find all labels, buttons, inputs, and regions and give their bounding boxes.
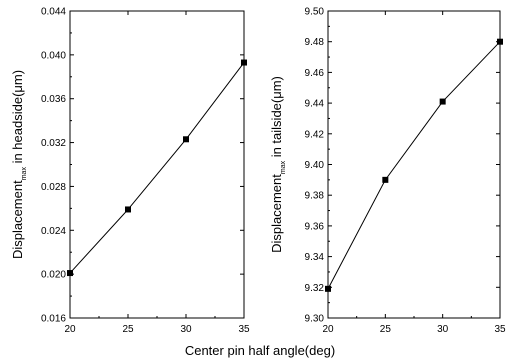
tailside-y-tick-label: 9.40 [305, 160, 325, 171]
tailside-data-point [325, 285, 331, 292]
right-panel-tailside: 9.30 9.32 9.34 9.36 9.38 9.40 9.42 9.44 9.46 9.48… [269, 7, 506, 336]
tailside-y-tick-label: 9.32 [305, 283, 325, 294]
headside-data-point [241, 59, 247, 66]
headside-x-tick-label: 35 [238, 324, 250, 335]
headside-y-tick-label: 0.024 [41, 226, 66, 237]
tailside-plot-frame [327, 10, 501, 319]
tailside-series-line [327, 41, 501, 290]
tailside-x-tick-label: 20 [322, 324, 334, 335]
tailside-data-point [439, 98, 446, 105]
tailside-x-tick-label: 30 [437, 324, 449, 335]
headside-x-tick-label: 30 [180, 324, 192, 335]
headside-y-tick-label: 0.036 [41, 94, 66, 105]
headside-data-point [125, 206, 131, 213]
tailside-x-tick-label: 25 [380, 324, 392, 335]
headside-y-axis-label: Displacementmax in headside(μm) [10, 70, 28, 259]
headside-plot-frame [69, 10, 245, 319]
headside-data-point [183, 136, 189, 143]
shared-x-axis-label: Center pin half angle(deg) [185, 343, 335, 358]
headside-data-point [67, 270, 73, 277]
tailside-data-point [497, 38, 503, 45]
headside-series-line [69, 62, 245, 274]
headside-x-tick-label: 20 [64, 324, 76, 335]
tailside-x-tick-label: 35 [494, 324, 506, 335]
headside-y-tick-label: 0.016 [41, 314, 66, 325]
headside-y-tick-label: 0.032 [41, 138, 66, 149]
tailside-y-tick-label: 9.42 [305, 129, 325, 140]
tailside-y-tick-label: 9.36 [305, 221, 325, 232]
headside-y-tick-label: 0.028 [41, 182, 66, 193]
tailside-y-tick-label: 9.50 [305, 7, 325, 18]
left-panel-headside: 0.016 0.020 0.024 0.028 0.032 0.036 0.040 0.044… [10, 7, 250, 336]
headside-x-tick-label: 25 [122, 324, 134, 335]
headside-y-tick-label: 0.040 [41, 50, 66, 61]
headside-y-tick-label: 0.020 [41, 270, 66, 281]
tailside-data-point [382, 176, 389, 183]
tailside-y-tick-label: 9.48 [305, 37, 325, 48]
tailside-y-axis-label: Displacementmax in tailside(μm) [269, 76, 287, 253]
tailside-y-tick-label: 9.30 [305, 314, 325, 325]
tailside-y-tick-label: 9.38 [305, 191, 325, 202]
tailside-y-tick-label: 9.44 [305, 99, 325, 110]
tailside-y-tick-label: 9.34 [305, 252, 325, 263]
headside-y-tick-label: 0.044 [41, 7, 66, 18]
tailside-y-tick-label: 9.46 [305, 68, 325, 79]
